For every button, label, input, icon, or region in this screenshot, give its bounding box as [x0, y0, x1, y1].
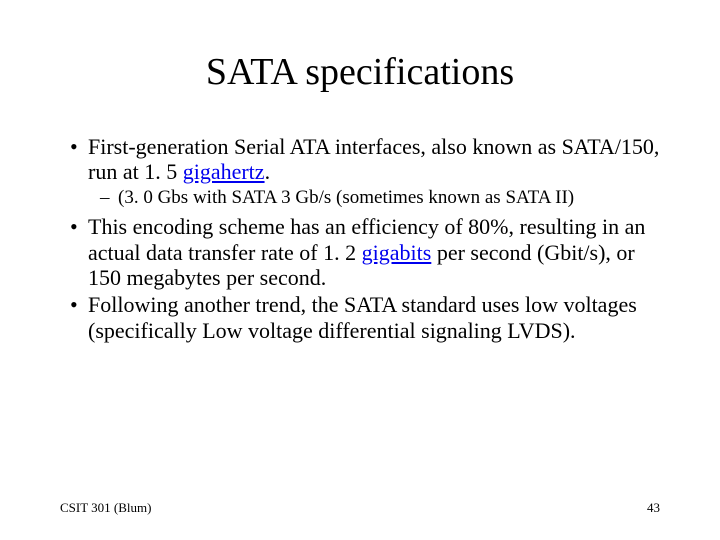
sub-bullet-list: (3. 0 Gbs with SATA 3 Gb/s (sometimes kn… — [88, 187, 660, 209]
sub-bullet-item-1: (3. 0 Gbs with SATA 3 Gb/s (sometimes kn… — [118, 187, 660, 209]
gigabits-link[interactable]: gigabits — [362, 240, 432, 265]
bullet-item-2: This encoding scheme has an efficiency o… — [88, 214, 660, 290]
bullet-item-1: First-generation Serial ATA interfaces, … — [88, 134, 660, 208]
bullet1-text-pre: First-generation Serial ATA interfaces, … — [88, 134, 659, 184]
bullet-list: First-generation Serial ATA interfaces, … — [60, 134, 660, 343]
slide-body: First-generation Serial ATA interfaces, … — [60, 134, 660, 343]
footer-left: CSIT 301 (Blum) — [60, 500, 152, 516]
slide-footer: CSIT 301 (Blum) 43 — [60, 500, 660, 516]
gigahertz-link[interactable]: gigahertz — [183, 159, 265, 184]
bullet-item-3: Following another trend, the SATA standa… — [88, 292, 660, 343]
slide-title: SATA specifications — [60, 50, 660, 94]
slide-number: 43 — [647, 500, 660, 516]
bullet1-text-post: . — [265, 159, 271, 184]
